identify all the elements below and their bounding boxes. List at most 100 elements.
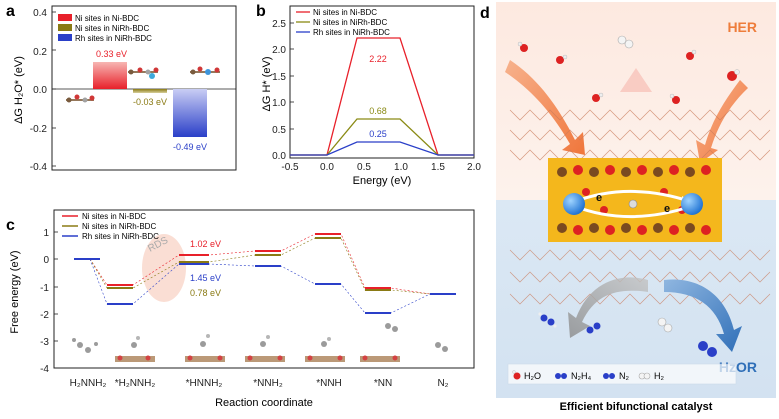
legend-label: Ni sites in NiRh-BDC [313,18,387,27]
value-label-ni-bdc: 2.22 [369,54,387,64]
panel-c-ytick: -4 [40,364,49,375]
value-label-rh-nirh: 0.25 [369,129,387,139]
panel-c-letter: c [6,217,15,234]
hzor-arrow-blue [664,279,742,352]
metal-site-left [563,193,585,215]
step-label: *NN [374,378,392,389]
panel-c-frame [53,209,475,369]
panel-a-letter: a [6,3,15,20]
panel-b-ytick: 1.5 [272,72,286,83]
panel-d: d HER HzOR [480,2,776,413]
panel-d-legend-box [507,363,737,385]
step-label: H₂NNH₂ [70,378,107,389]
her-arrow-right [696,80,748,163]
panel-b-frame [289,5,475,159]
legend-label: Rh sites in NiRh-BDC [313,28,390,37]
panel-a-ytick: -0.4 [30,162,48,173]
h2-release-arrow [620,68,652,92]
panel-a-legend: Ni sites in Ni-BDC Ni sites in NiRh-BDC … [58,14,152,43]
legend-h2o: H₂O [524,371,541,381]
panel-b-legend: Ni sites in Ni-BDC Ni sites in NiRh-BDC … [296,8,390,37]
slab-atoms [557,165,711,235]
panel-c-ytick: 1 [43,228,49,239]
panel-b-xtick: 1.5 [431,162,445,173]
legend-label: Ni sites in NiRh-BDC [82,222,156,231]
value-label-ni-bdc: 0.33 eV [96,49,127,59]
levels-rh-nirh [74,258,456,314]
levels-ni-bdc [107,233,391,289]
panel-b-ylabel: ΔG H* (eV) [261,56,273,111]
panel-b-xtick: 0.5 [357,162,371,173]
legend-label: Rh sites in NiRh-BDC [82,232,159,241]
electron-path-bottom [573,204,693,218]
levels-ni-nirh [107,237,391,291]
step-label: *H₂NNH₂ [115,378,156,389]
legend-h2: H₂ [654,371,664,381]
panel-b-xtick: -0.5 [281,162,299,173]
legend-label: Ni sites in Ni-BDC [82,212,146,221]
panel-c-ytick: -1 [40,283,49,294]
molecule-illustration [66,66,220,103]
bar-rh-nirh-bdc [173,89,207,137]
panel-b-ytick: 0.5 [272,125,286,136]
legend-label: Rh sites in NiRh-BDC [75,34,152,43]
panel-a: a 0.4 0.2 0.0 -0.2 -0.4 ΔG H₂O* (eV) 0.3… [6,3,237,173]
value-label-ni-nirh: 0.68 [369,106,387,116]
metal-site-center [628,199,638,209]
panel-c-xlabel: Reaction coordinate [215,397,313,409]
value-label-rh-nirh: -0.49 eV [173,142,207,152]
step-label: N₂ [437,378,448,389]
panel-c: c 1 0 -1 -2 -3 -4 Free energy (eV) RDS [6,209,475,409]
legend-label: Ni sites in Ni-BDC [75,14,139,23]
electron-label: e [664,203,670,215]
annotation-red: 1.02 eV [190,239,221,249]
panel-b-ytick: 1.0 [272,98,286,109]
panel-c-ytick: -2 [40,310,49,321]
annotation-olive: 0.78 eV [190,288,221,298]
panel-d-caption: Efficient bifunctional catalyst [560,401,713,413]
electron-label: e [596,192,602,204]
step-label: *HNNH₂ [186,378,223,389]
panel-a-ylabel: ΔG H₂O* (eV) [13,56,25,124]
panel-b: b 2.5 2.0 1.5 1.0 0.5 0.0 -0.5 0.0 0.5 1… [256,3,481,187]
panel-d-legend: H₂O N₂H₄ N₂ H₂ [512,370,664,381]
value-label-ni-nirh: -0.03 eV [133,97,167,107]
intermediate-structures [72,323,448,362]
panel-b-letter: b [256,3,266,20]
panel-b-xtick: 1.0 [394,162,408,173]
panel-b-xtick: 2.0 [467,162,481,173]
bar-ni-nirh-bdc [133,89,167,93]
panel-c-legend: Ni sites in Ni-BDC Ni sites in NiRh-BDC … [62,212,159,241]
trace-rh-nirh [290,141,474,156]
panel-b-ytick: 2.5 [272,19,286,30]
panel-a-frame [51,5,237,171]
bar-ni-bdc [93,62,127,89]
panel-d-letter: d [480,5,490,22]
panel-c-ytick: 0 [43,255,49,266]
panel-c-ylabel: Free energy (eV) [9,250,21,333]
panel-c-ytick: -3 [40,337,49,348]
panel-a-ytick: 0.4 [33,8,47,19]
hzor-molecules [538,312,717,357]
panel-b-xlabel: Energy (eV) [353,175,412,187]
panel-b-ytick: 2.0 [272,45,286,56]
panel-b-ytick: 0.0 [272,151,286,162]
step-label: *NNH [316,378,342,389]
legend-label: Ni sites in Ni-BDC [313,8,377,17]
legend-n2h4: N₂H₄ [571,371,591,381]
panel-b-xtick: 0.0 [320,162,334,173]
panel-a-ytick: 0.0 [33,85,47,96]
legend-n2: N₂ [619,371,629,381]
her-molecules [517,35,740,104]
panel-a-ytick: -0.2 [30,124,48,135]
her-label: HER [727,19,757,35]
rds-highlight [142,234,186,302]
her-arrow-left [505,60,585,155]
hzor-arrow-grey [568,277,648,338]
legend-label: Ni sites in NiRh-BDC [75,24,149,33]
panel-a-ytick: 0.2 [33,47,47,58]
electron-path-top [573,190,693,204]
metal-site-right [681,193,703,215]
annotation-blue: 1.45 eV [190,273,221,283]
